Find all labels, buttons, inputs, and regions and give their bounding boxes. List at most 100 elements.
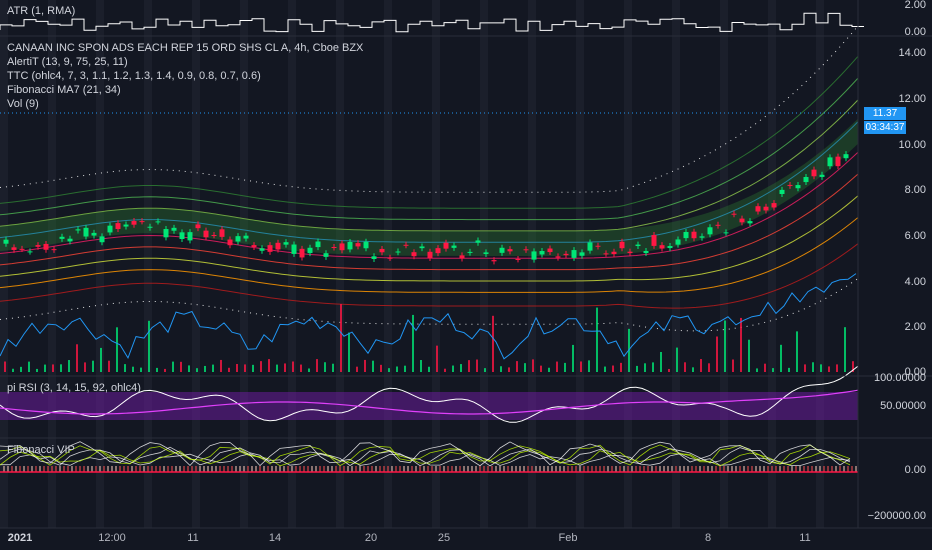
study-label-vol[interactable]: Vol (9) bbox=[7, 98, 39, 110]
candle-body bbox=[651, 235, 657, 246]
candle-body bbox=[43, 243, 49, 250]
time-axis-tick: 2021 bbox=[7, 532, 33, 544]
candle-body bbox=[243, 235, 249, 239]
volume-bar bbox=[396, 366, 398, 372]
volume-bar bbox=[828, 366, 830, 372]
candle-body bbox=[763, 206, 769, 211]
volume-bar bbox=[732, 359, 734, 372]
indicator-band bbox=[0, 77, 859, 221]
volume-bar bbox=[164, 368, 166, 372]
indicator-band bbox=[0, 151, 859, 259]
candle-body bbox=[283, 242, 289, 245]
candle-body bbox=[147, 226, 153, 228]
volume-bar bbox=[516, 361, 518, 372]
candle-body bbox=[355, 243, 361, 247]
price-axis-tick: 4.00 bbox=[904, 276, 926, 288]
volume-bar bbox=[52, 364, 54, 372]
session-stripe bbox=[576, 0, 584, 528]
session-stripe bbox=[480, 0, 488, 528]
candle-body bbox=[547, 248, 553, 253]
volume-bar bbox=[588, 360, 590, 372]
volume-bar bbox=[236, 364, 238, 372]
candle-body bbox=[539, 251, 545, 255]
volume-bar bbox=[340, 304, 342, 372]
price-axis-tick: 0.00 bbox=[904, 366, 926, 378]
price-axis-tick: 12.00 bbox=[898, 93, 926, 105]
candle-body bbox=[107, 225, 113, 233]
candle-body bbox=[171, 227, 177, 231]
volume-bar bbox=[852, 361, 854, 372]
candle-body bbox=[755, 206, 761, 212]
candle-body bbox=[187, 232, 193, 241]
volume-bar bbox=[596, 307, 598, 372]
time-axis-tick: 25 bbox=[437, 532, 451, 544]
candle-body bbox=[315, 241, 321, 248]
volume-bar bbox=[692, 367, 694, 372]
vip-pane bbox=[0, 441, 858, 473]
candle-body bbox=[531, 251, 537, 260]
candle-body bbox=[339, 243, 345, 251]
volume-bar bbox=[388, 368, 390, 372]
study-label-fibonacci-ma7[interactable]: Fibonacci MA7 (21, 34) bbox=[7, 84, 121, 96]
candle-body bbox=[395, 251, 401, 253]
time-axis-tick: Feb bbox=[558, 532, 578, 544]
volume-bar bbox=[300, 364, 302, 372]
candle-body bbox=[563, 253, 569, 256]
vip-axis-tick: −200000.00 bbox=[867, 510, 926, 522]
atr-study-label[interactable]: ATR (1, RMA) bbox=[7, 5, 76, 17]
candle-body bbox=[667, 246, 673, 249]
candle-body bbox=[131, 221, 137, 225]
bar-countdown-tag: 03:34:37 bbox=[864, 121, 906, 134]
candle-body bbox=[571, 250, 577, 258]
candle-body bbox=[211, 234, 217, 236]
candle-body bbox=[579, 252, 585, 256]
atr-axis-tick: 2.00 bbox=[904, 0, 926, 11]
candle-body bbox=[683, 231, 689, 239]
volume-bar bbox=[748, 339, 750, 372]
candle-body bbox=[267, 245, 273, 252]
session-stripe bbox=[384, 0, 392, 528]
candle-body bbox=[91, 232, 97, 236]
candle-body bbox=[443, 242, 449, 249]
candle-body bbox=[635, 244, 641, 247]
volume-bar bbox=[92, 360, 94, 372]
candle-body bbox=[307, 247, 313, 254]
candle-body bbox=[179, 232, 185, 240]
candle-body bbox=[227, 239, 233, 246]
time-axis-tick: 20 bbox=[364, 532, 378, 544]
volume-bar bbox=[724, 320, 726, 372]
volume-bar bbox=[756, 368, 758, 372]
vip-study-label[interactable]: Fibonacci VIP bbox=[7, 444, 75, 456]
volume-bar bbox=[100, 347, 102, 372]
rsi-axis-tick: 100.00000 bbox=[874, 372, 926, 384]
volume-bar bbox=[604, 366, 606, 372]
candle-body bbox=[491, 260, 497, 262]
candle-body bbox=[659, 245, 665, 249]
volume-bar bbox=[156, 367, 158, 372]
candle-body bbox=[523, 249, 529, 251]
candle-body bbox=[435, 248, 441, 254]
volume-bar bbox=[28, 361, 30, 372]
candle-body bbox=[595, 245, 601, 247]
study-label-alertit[interactable]: AlertiT (13, 9, 75, 25, 11) bbox=[7, 56, 128, 68]
volume-bar bbox=[620, 362, 622, 372]
candle-body bbox=[843, 154, 849, 159]
volume-bar bbox=[380, 364, 382, 372]
candle-body bbox=[555, 256, 561, 258]
price-axis-tick: 2.00 bbox=[904, 321, 926, 333]
candle-body bbox=[731, 213, 737, 215]
volume-bar bbox=[4, 361, 6, 372]
symbol-title[interactable]: CANAAN INC SPON ADS EACH REP 15 ORD SHS … bbox=[7, 42, 364, 54]
rsi-study-label[interactable]: pi RSI (3, 14, 15, 92, ohlc4) bbox=[7, 382, 141, 394]
volume-bar bbox=[700, 359, 702, 372]
candle-body bbox=[475, 240, 481, 243]
volume-bar bbox=[772, 368, 774, 372]
candle-body bbox=[723, 232, 729, 234]
candle-body bbox=[75, 229, 81, 231]
candle-body bbox=[811, 169, 817, 177]
volume-bar bbox=[284, 363, 286, 372]
study-label-ttc[interactable]: TTC (ohlc4, 7, 3, 1.1, 1.2, 1.3, 1.4, 0.… bbox=[7, 70, 261, 82]
volume-bar bbox=[484, 368, 486, 372]
